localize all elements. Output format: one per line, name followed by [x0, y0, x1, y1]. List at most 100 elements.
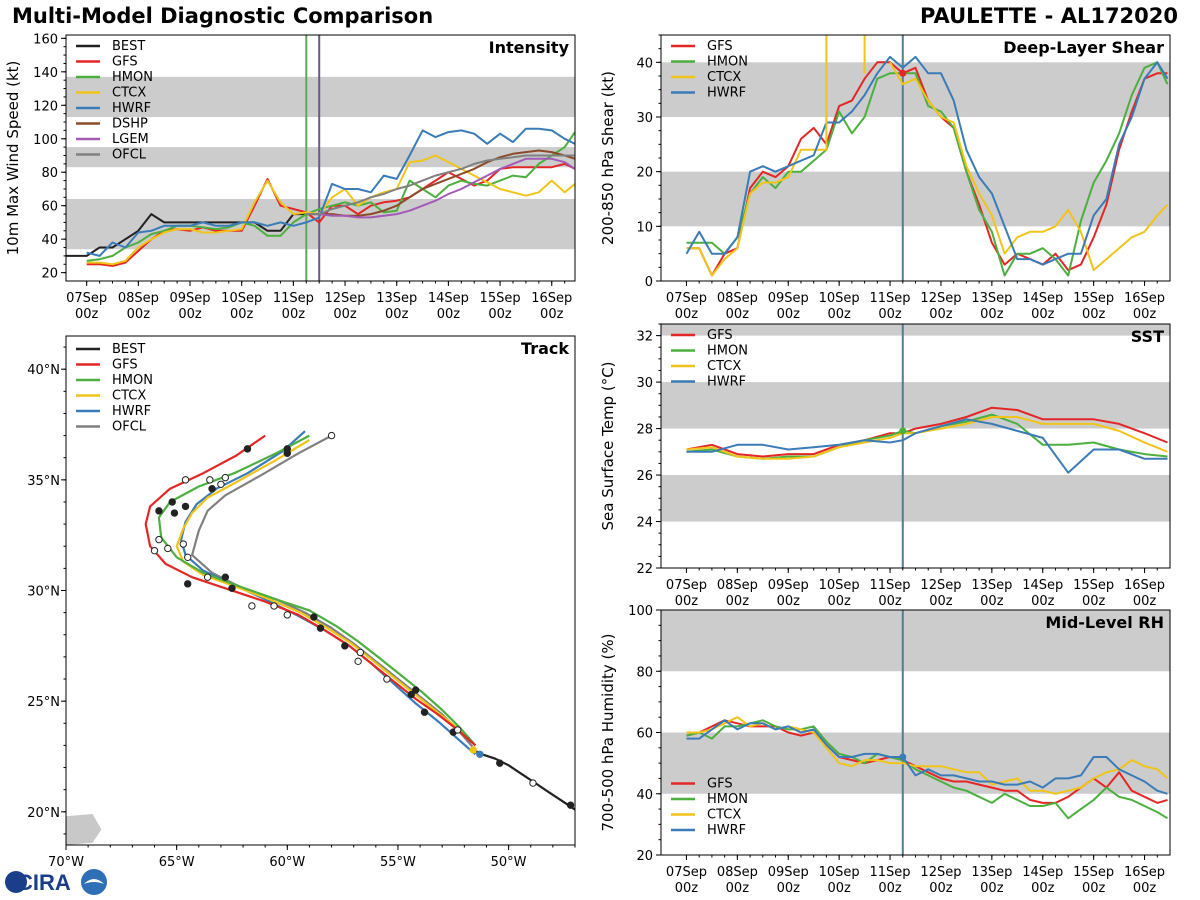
track-position-marker [270, 602, 278, 610]
analysis-marker [899, 69, 907, 77]
y-tick-label: 40 [41, 233, 58, 248]
x-tick-label: 12Sep [920, 291, 961, 306]
y-tick-label: 30°N [27, 585, 60, 600]
x-tick-label: 08Sep [717, 865, 758, 880]
track-position-marker [155, 535, 163, 544]
track-position-marker [181, 476, 190, 484]
analysis-marker [899, 753, 907, 761]
y-tick-label: 40°N [27, 363, 60, 378]
x-tick-label-hour: 00z [385, 307, 409, 322]
y-tick-label: 80 [41, 166, 58, 181]
x-tick-label: 12Sep [920, 578, 961, 593]
panel-rh: 2040608010007Sep00z08Sep00z09Sep00z10Sep… [599, 604, 1171, 896]
series-line-best [66, 213, 307, 257]
legend-label-hwrf: HWRF [707, 86, 746, 101]
series-line-ctcx [86, 154, 575, 266]
y-tick-label: 24 [636, 516, 653, 531]
x-tick-label: 08Sep [717, 291, 758, 306]
x-tick-label: 09Sep [768, 578, 809, 593]
x-tick-label-hour: 00z [1031, 594, 1055, 609]
track-position-marker [168, 498, 176, 506]
y-axis-label: Sea Surface Temp (°C) [599, 361, 617, 530]
legend-label-hwrf: HWRF [112, 404, 151, 419]
x-tick-label: 11Sep [870, 291, 911, 306]
track-position-marker [221, 573, 230, 581]
x-tick-label-hour: 00z [540, 307, 564, 322]
legend-label-ctcx: CTCX [707, 70, 741, 85]
x-tick-label: 60°W [269, 855, 305, 870]
x-tick-label: 70°W [48, 855, 84, 870]
y-tick-label: 60 [636, 727, 653, 742]
x-tick-label: 14Sep [1022, 291, 1063, 306]
x-tick-label-hour: 00z [980, 307, 1004, 322]
y-tick-label: 120 [33, 99, 58, 114]
y-tick-label: 60 [41, 200, 58, 215]
x-tick-label: 15Sep [1073, 291, 1114, 306]
track-position-marker [217, 480, 225, 488]
x-tick-label-hour: 00z [929, 594, 953, 609]
legend-label-ofcl: OFCL [112, 420, 147, 435]
logo-wave-icon [84, 879, 104, 884]
track-position-marker [228, 584, 236, 592]
legend-label-best: BEST [112, 39, 145, 54]
x-tick-label: 09Sep [768, 865, 809, 880]
series-line-hwrf [686, 719, 1168, 795]
x-tick-label-hour: 00z [726, 881, 750, 896]
y-tick-label: 100 [628, 604, 653, 619]
x-tick-label: 12Sep [920, 865, 961, 880]
shading-band [661, 382, 1170, 429]
y-tick-label: 40 [636, 788, 653, 803]
legend-label-hmon: HMON [112, 70, 153, 85]
legend-label-ctcx: CTCX [707, 808, 741, 823]
legend-label-ofcl: OFCL [112, 148, 147, 163]
x-tick-label-hour: 00z [1133, 307, 1157, 322]
shading-band [661, 62, 1170, 117]
x-tick-label-hour: 00z [980, 881, 1004, 896]
x-tick-label: 13Sep [971, 865, 1012, 880]
analysis-marker [899, 427, 907, 435]
track-position-marker [184, 580, 192, 588]
y-tick-label: 35°N [27, 474, 60, 489]
y-tick-label: 28 [636, 423, 653, 438]
x-tick-label: 10Sep [221, 291, 262, 306]
y-tick-label: 20 [41, 267, 58, 282]
track-position-marker [155, 507, 163, 515]
track-position-marker [150, 546, 159, 555]
x-tick-label: 07Sep [666, 578, 707, 593]
x-tick-label: 09Sep [768, 291, 809, 306]
series-group-shear [685, 35, 1169, 277]
x-tick-label-hour: 00z [777, 307, 801, 322]
x-tick-label: 55°W [380, 855, 416, 870]
y-tick-label: 40 [636, 56, 653, 71]
track-line-best [472, 748, 575, 811]
cira-logo: CIRA [5, 869, 107, 895]
x-tick-label-hour: 00z [827, 594, 851, 609]
legend-label-gfs: GFS [707, 39, 733, 54]
x-tick-label-hour: 00z [1082, 307, 1106, 322]
x-tick-label: 13Sep [971, 291, 1012, 306]
track-position-marker [566, 801, 575, 809]
track-position-marker [184, 553, 192, 562]
series-line-hwrf [686, 418, 1168, 474]
series-line-hmon [686, 61, 1169, 277]
x-tick-label: 65°W [159, 855, 195, 870]
y-axis-label: 10m Max Wind Speed (kt) [4, 61, 22, 256]
series-line-hmon [686, 719, 1169, 820]
x-tick-label-hour: 00z [178, 307, 202, 322]
x-tick-label-hour: 00z [878, 594, 902, 609]
legend-label-gfs: GFS [112, 55, 138, 70]
series-group-track [144, 430, 575, 811]
x-tick-label: 08Sep [118, 291, 159, 306]
x-tick-label: 11Sep [870, 865, 911, 880]
panel-title: SST [1131, 327, 1164, 346]
x-tick-label-hour: 00z [777, 594, 801, 609]
y-tick-label: 160 [33, 32, 58, 47]
shading-band [661, 324, 1170, 336]
x-tick-label-hour: 00z [1082, 881, 1106, 896]
legend-label-best: BEST [112, 342, 145, 357]
land-hispaniola [66, 814, 102, 845]
x-tick-label-hour: 00z [726, 307, 750, 322]
series-group-rh [686, 716, 1169, 820]
